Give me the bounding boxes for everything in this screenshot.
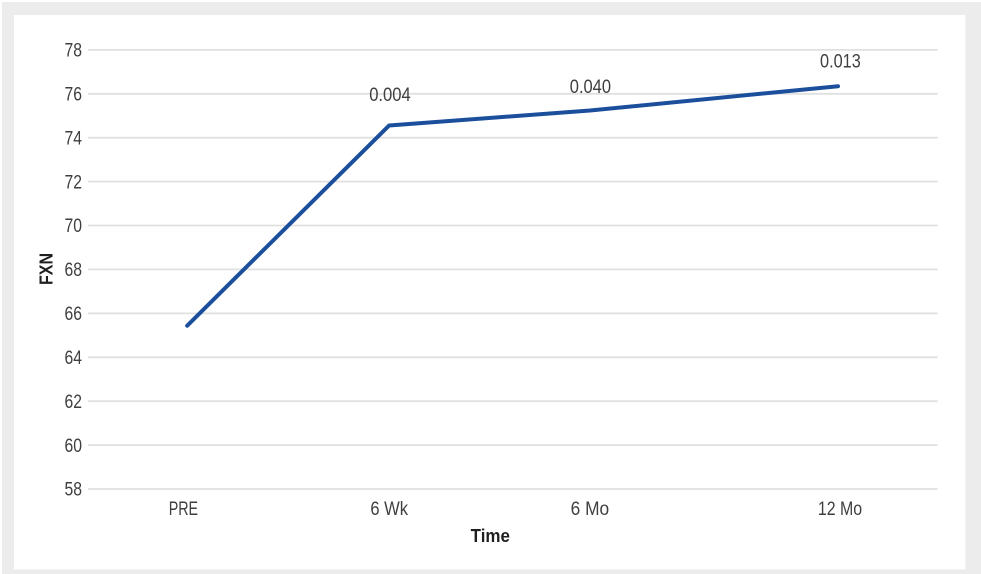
svg-text:64: 64 [65,347,83,369]
svg-text:58: 58 [65,479,83,501]
svg-text:78: 78 [65,40,83,62]
svg-text:72: 72 [65,171,83,193]
svg-text:74: 74 [65,127,83,149]
svg-text:60: 60 [65,435,83,457]
svg-text:0.004: 0.004 [369,84,411,106]
svg-text:0.040: 0.040 [570,76,611,98]
svg-text:68: 68 [65,259,83,281]
svg-text:76: 76 [65,84,83,106]
svg-text:Time: Time [471,525,510,546]
svg-text:62: 62 [65,391,83,413]
svg-text:6 Mo: 6 Mo [571,498,610,520]
svg-text:PRE: PRE [169,498,198,520]
svg-text:FXN: FXN [36,253,57,285]
svg-text:66: 66 [65,303,83,325]
svg-text:70: 70 [65,215,83,237]
svg-text:12 Mo: 12 Mo [818,498,862,520]
svg-text:0.013: 0.013 [820,50,861,72]
svg-text:6 Wk: 6 Wk [370,498,408,520]
